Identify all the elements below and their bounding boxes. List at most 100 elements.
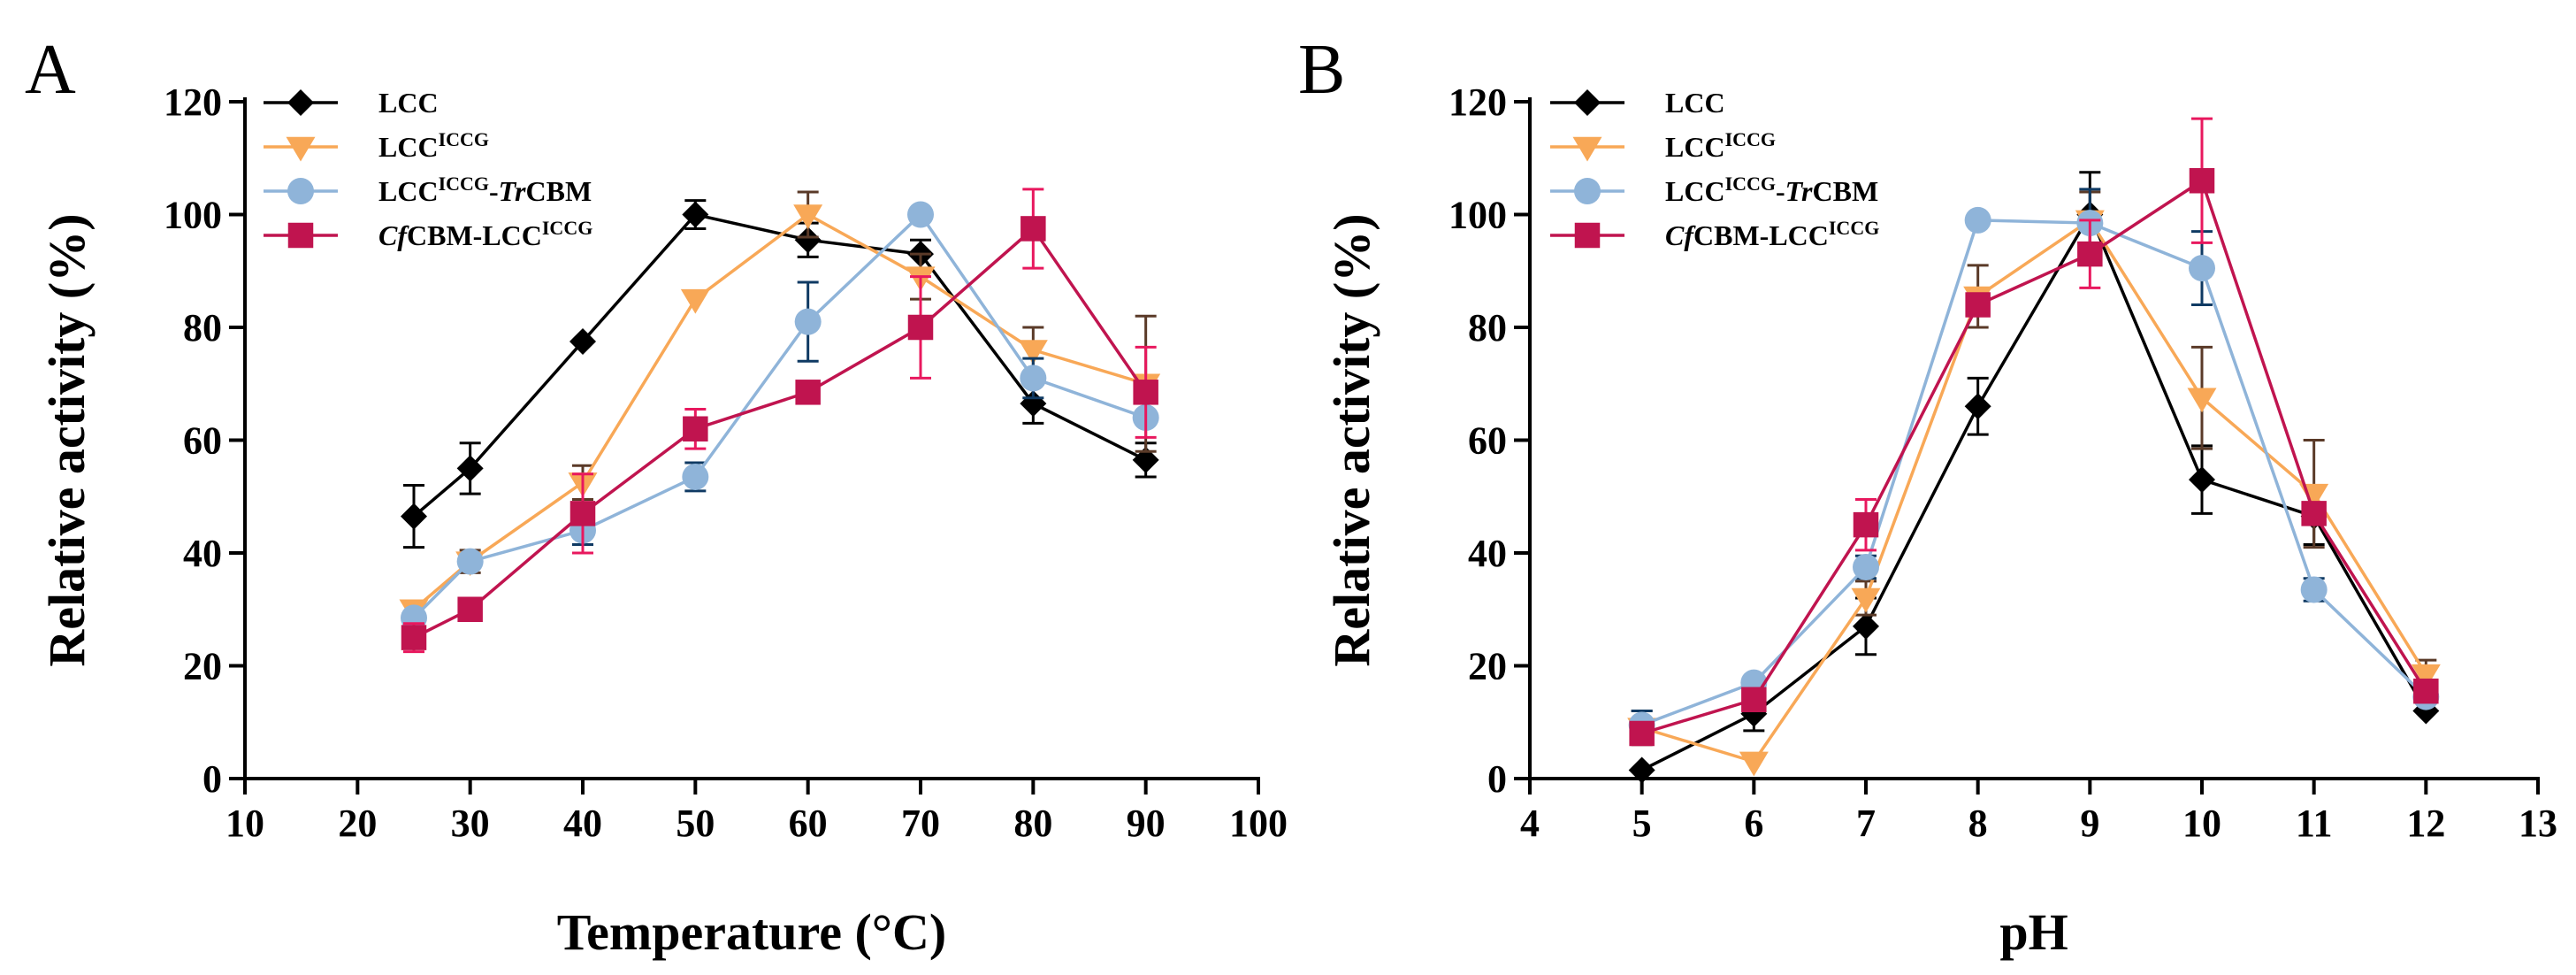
data-point bbox=[1964, 393, 1991, 420]
data-point bbox=[1739, 751, 1769, 777]
x-tick-label: 7 bbox=[1856, 802, 1876, 845]
data-point bbox=[2189, 168, 2215, 194]
legend-item: LCCICCG-TrCBM bbox=[264, 173, 592, 208]
data-point bbox=[1965, 292, 1991, 318]
series-3 bbox=[401, 188, 1158, 654]
data-point bbox=[1964, 206, 1991, 234]
legend: LCC LCCICCG LCCICCG-TrCBM CfCBM-LCCICCG bbox=[264, 87, 592, 251]
data-point bbox=[456, 548, 484, 575]
legend: LCC LCCICCG LCCICCG-TrCBM CfCBM-LCCICCG bbox=[1550, 87, 1879, 251]
legend-marker bbox=[286, 136, 316, 162]
legend-marker bbox=[1572, 136, 1602, 162]
x-tick-label: 40 bbox=[563, 802, 602, 845]
y-tick-label: 80 bbox=[183, 306, 222, 349]
x-tick-label: 5 bbox=[1632, 802, 1652, 845]
data-point bbox=[2189, 466, 2215, 494]
y-tick-label: 40 bbox=[183, 532, 222, 575]
legend-item: LCCICCG bbox=[1550, 128, 1776, 164]
data-point bbox=[794, 226, 822, 254]
data-point bbox=[1853, 612, 1879, 640]
data-point bbox=[2413, 678, 2439, 704]
series-line bbox=[1641, 178, 2427, 735]
y-tick-label: 20 bbox=[1468, 645, 1507, 688]
data-point bbox=[683, 416, 708, 441]
panel-letter: B bbox=[1298, 31, 1345, 109]
series-1 bbox=[399, 190, 1161, 625]
data-point bbox=[2411, 664, 2441, 689]
data-point bbox=[569, 327, 596, 355]
series-line bbox=[1641, 219, 2427, 727]
series-2 bbox=[1628, 188, 2440, 741]
data-point bbox=[1020, 216, 1046, 242]
data-point bbox=[1853, 553, 1879, 580]
panel-letter: A bbox=[25, 31, 76, 109]
legend-marker bbox=[1574, 89, 1601, 116]
y-tick-label: 0 bbox=[203, 757, 222, 801]
chart-panel-b: B 0 20 40 60 80 100 120 4 5 6 7 8 9 10 11 12 13 pH Relative… bbox=[1298, 31, 2557, 961]
x-tick-label: 9 bbox=[2080, 802, 2099, 845]
x-tick-label: 60 bbox=[789, 802, 828, 845]
x-tick-label: 10 bbox=[225, 802, 264, 845]
series-line bbox=[1640, 211, 2427, 772]
x-tick-label: 80 bbox=[1013, 802, 1052, 845]
data-point bbox=[401, 503, 427, 530]
legend-label: LCC bbox=[1665, 87, 1725, 119]
data-point bbox=[907, 314, 934, 341]
data-point bbox=[1741, 687, 1767, 712]
legend-item: LCC bbox=[264, 87, 439, 119]
data-point bbox=[1851, 587, 1881, 613]
series-3 bbox=[1629, 117, 2439, 747]
x-tick-label: 4 bbox=[1520, 802, 1540, 845]
data-point bbox=[682, 463, 709, 490]
data-point bbox=[680, 288, 710, 314]
y-tick-label: 60 bbox=[1468, 419, 1507, 463]
data-point bbox=[2189, 255, 2215, 282]
data-point bbox=[1020, 365, 1047, 392]
data-point bbox=[456, 455, 484, 482]
data-point bbox=[2300, 576, 2328, 603]
data-point bbox=[2301, 501, 2327, 526]
x-tick-label: 10 bbox=[2182, 802, 2221, 845]
legend-item: CfCBM-LCCICCG bbox=[1550, 217, 1879, 252]
legend-label: LCCICCG bbox=[1665, 128, 1776, 164]
y-tick-label: 100 bbox=[164, 194, 222, 237]
y-tick-label: 120 bbox=[164, 81, 222, 124]
x-tick-label: 8 bbox=[1968, 802, 1988, 845]
series-2 bbox=[401, 201, 1159, 632]
data-point bbox=[793, 204, 823, 229]
y-axis-title: Relative activity (%) bbox=[38, 213, 96, 666]
legend-item: LCC bbox=[1550, 87, 1725, 119]
data-point bbox=[2187, 388, 2217, 413]
data-point bbox=[2077, 241, 2103, 267]
series-line bbox=[1641, 218, 2427, 764]
y-tick-label: 80 bbox=[1468, 306, 1507, 349]
x-tick-label: 90 bbox=[1127, 802, 1166, 845]
x-tick-label: 50 bbox=[676, 802, 715, 845]
x-tick-label: 11 bbox=[2296, 802, 2333, 845]
data-point bbox=[794, 308, 822, 335]
data-point bbox=[457, 596, 483, 622]
data-point bbox=[795, 380, 821, 405]
data-point bbox=[1853, 511, 1879, 538]
x-axis-title: Temperature (°C) bbox=[557, 903, 946, 961]
legend-marker bbox=[287, 178, 314, 204]
legend-item: LCCICCG bbox=[264, 128, 489, 163]
series-line bbox=[413, 226, 1148, 640]
legend-marker bbox=[1574, 222, 1601, 249]
y-axis-title: Relative activity (%) bbox=[1323, 213, 1380, 666]
legend-item: LCCICCG-TrCBM bbox=[1550, 173, 1878, 207]
y-tick-label: 40 bbox=[1468, 532, 1507, 575]
data-point bbox=[1018, 340, 1048, 365]
legend-label: LCCICCG-TrCBM bbox=[378, 173, 592, 208]
series-line bbox=[412, 212, 1147, 611]
x-tick-label: 6 bbox=[1744, 802, 1763, 845]
x-tick-label: 100 bbox=[1229, 802, 1288, 845]
data-point bbox=[1629, 720, 1655, 747]
legend-item: CfCBM-LCCICCG bbox=[264, 217, 592, 251]
data-point bbox=[907, 201, 934, 228]
x-tick-label: 30 bbox=[451, 802, 490, 845]
chart-panel-a: A 0 20 40 60 80 100 120 10 20 30 40 50 60 70 80 90 100 Tem… bbox=[25, 31, 1288, 961]
legend-label: CfCBM-LCCICCG bbox=[1665, 217, 1879, 252]
y-tick-label: 60 bbox=[183, 419, 222, 463]
